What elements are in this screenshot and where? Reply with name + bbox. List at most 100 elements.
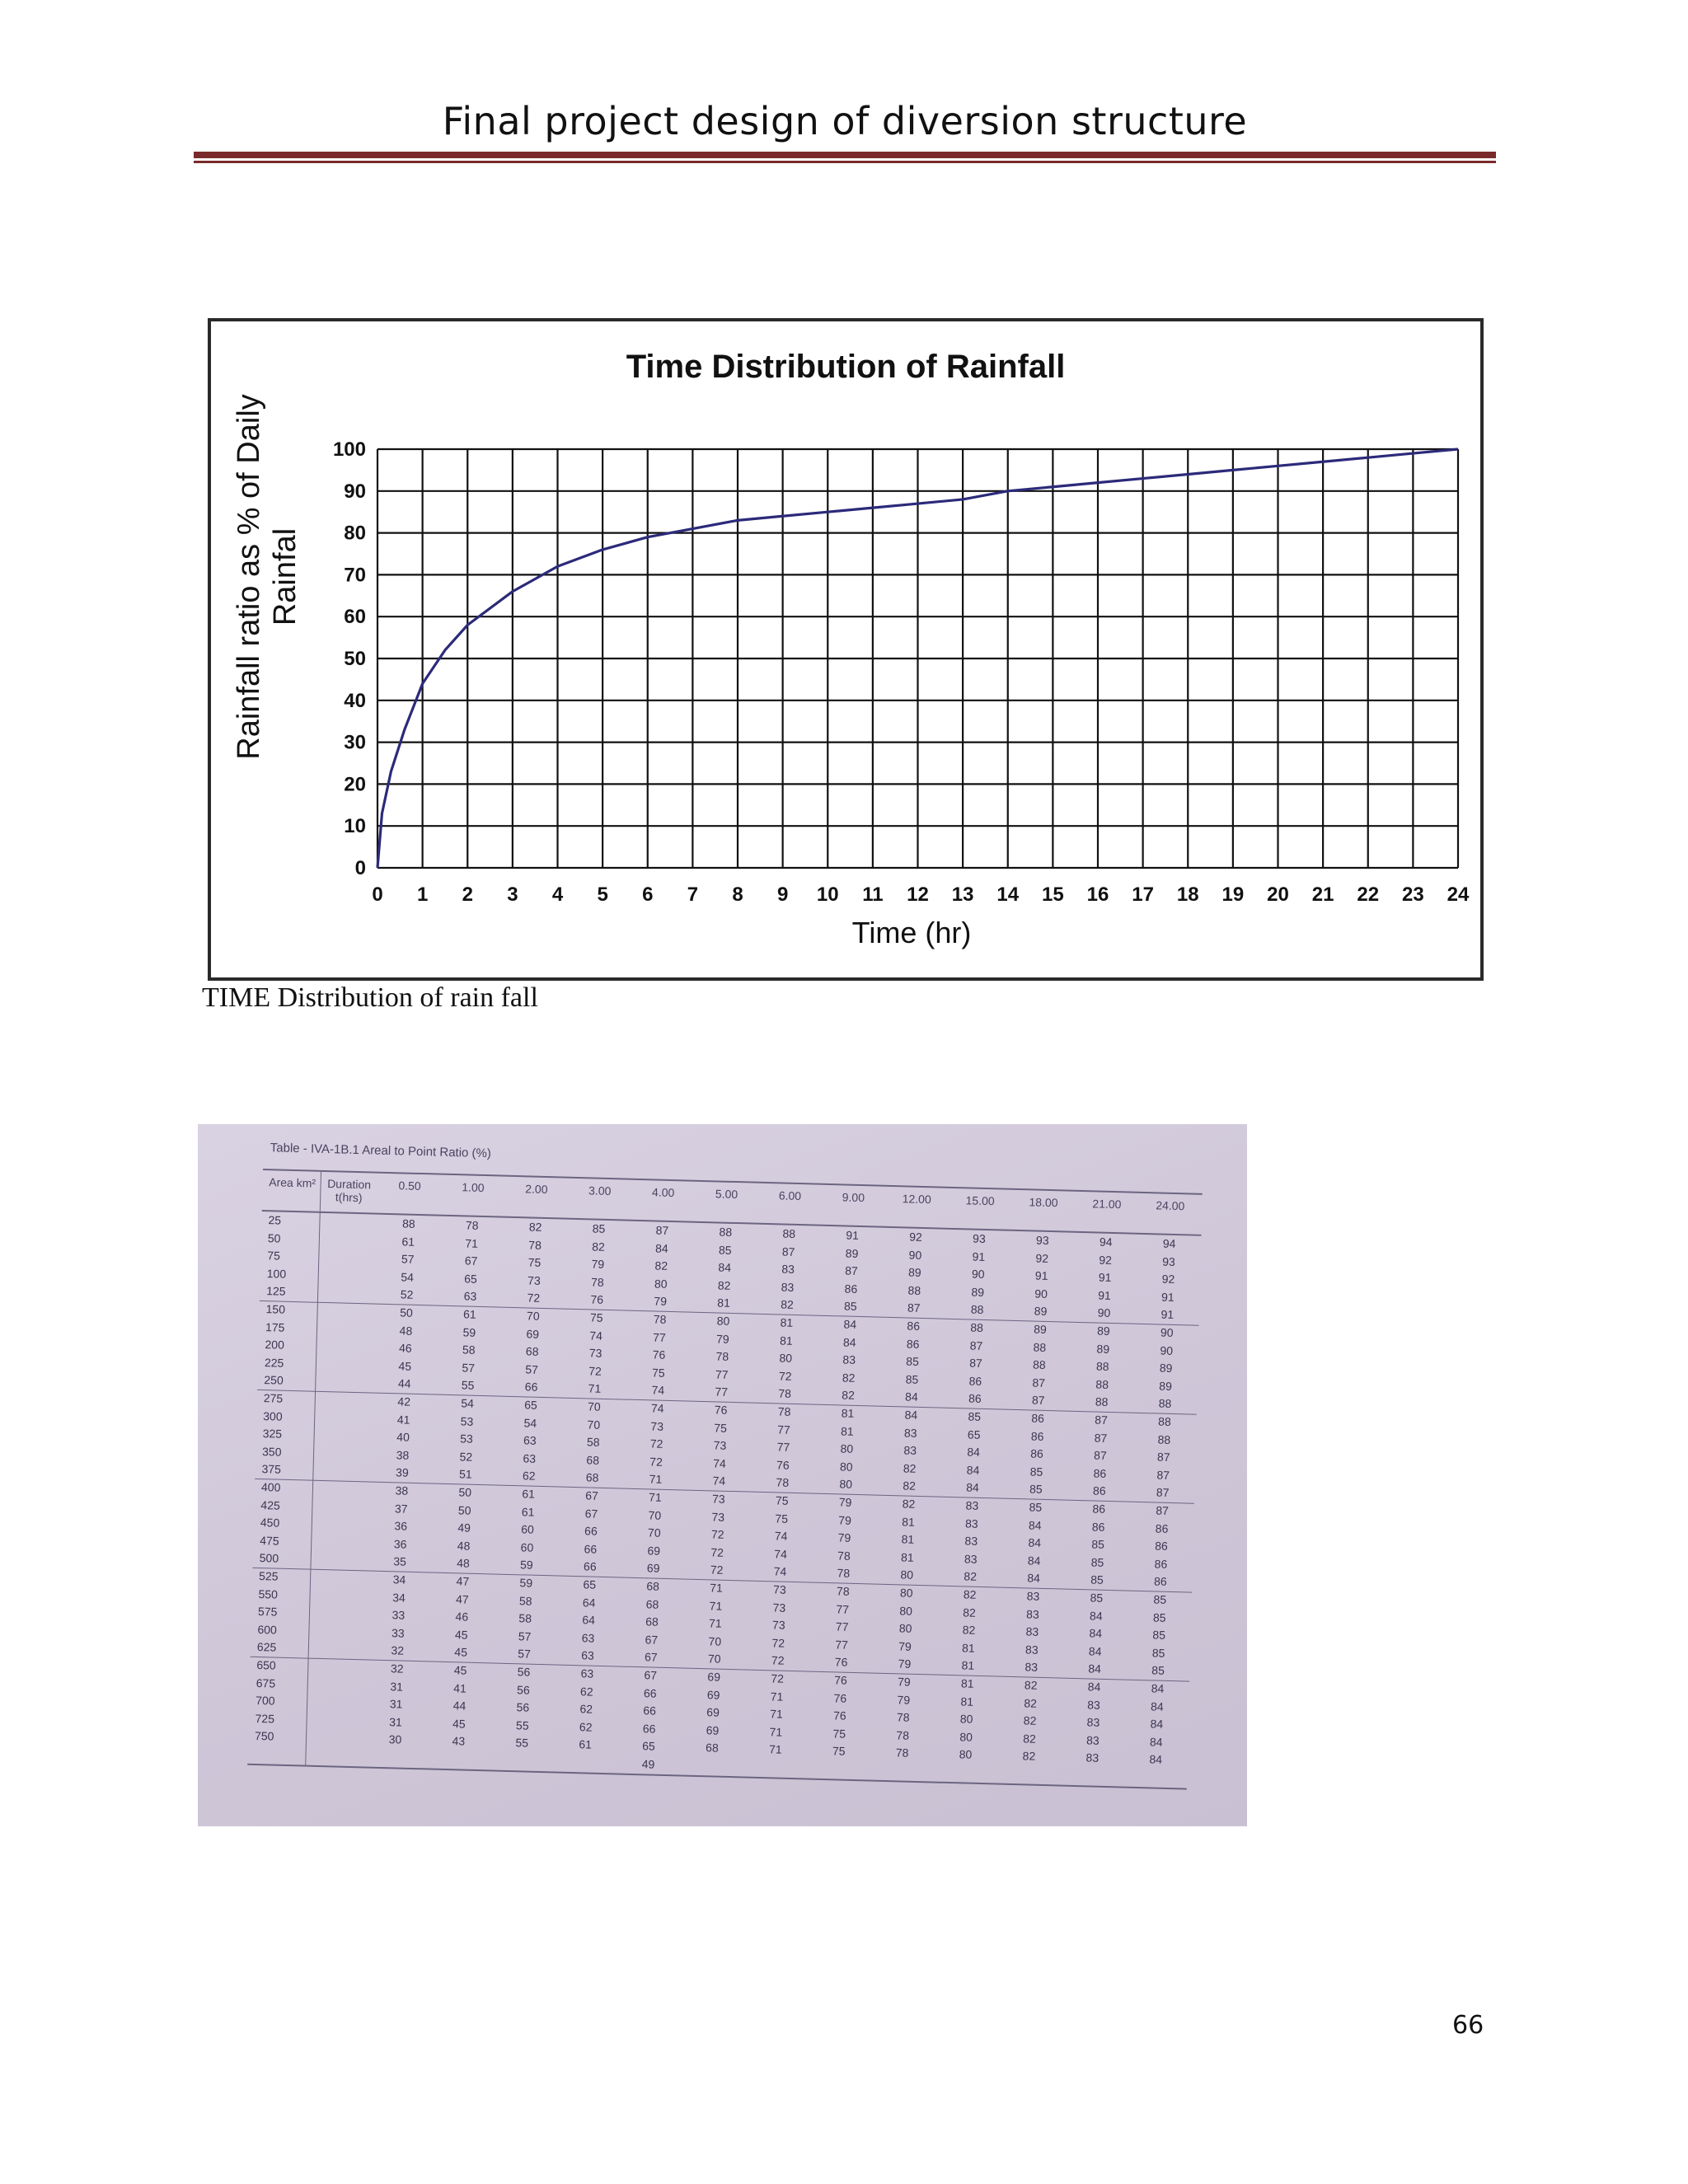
ratio-value: 85 [1151,1646,1165,1660]
ratio-value: 88 [1157,1432,1171,1446]
y-tick-label: 60 [344,606,366,628]
area-value: 450 [260,1516,280,1530]
x-axis-label: Time (hr) [852,916,972,949]
ratio-value: 62 [522,1469,536,1483]
ratio-value: 68 [585,1470,599,1485]
ratio-value: 50 [400,1305,414,1319]
header-rule-thick [194,152,1496,158]
header-duration-value: 24.00 [1156,1198,1185,1213]
ratio-value: 82 [963,1587,977,1601]
ratio-value: 87 [845,1263,859,1278]
ratio-value: 82 [964,1569,978,1584]
ratio-value: 80 [899,1603,913,1618]
ratio-value: 86 [1154,1557,1168,1571]
ratio-value: 62 [579,1720,593,1734]
ratio-value: 46 [398,1341,412,1355]
area-value: 350 [261,1444,282,1459]
ratio-value: 68 [645,1615,659,1629]
x-tick-label: 9 [777,883,788,906]
ratio-value: 81 [717,1296,731,1310]
ratio-value: 77 [777,1422,791,1436]
ratio-value: 58 [518,1611,532,1625]
ratio-value: 34 [392,1590,406,1605]
ratio-value: 83 [1025,1607,1039,1621]
ratio-value: 88 [401,1216,415,1230]
ratio-value: 91 [1098,1270,1112,1285]
area-value: 150 [265,1302,286,1316]
ratio-value: 49 [457,1521,471,1535]
ratio-value: 91 [1034,1268,1048,1283]
chart-title: Time Distribution of Rainfall [626,349,1066,385]
ratio-value: 81 [841,1406,855,1420]
area-value: 725 [255,1711,275,1726]
table-title: Table - IVA-1B.1 Areal to Point Ratio (%… [270,1141,492,1161]
header-duration-value: 1.00 [462,1180,485,1195]
ratio-value: 56 [517,1665,531,1679]
area-value: 650 [256,1657,276,1672]
ratio-value: 74 [713,1456,726,1470]
ratio-value: 70 [526,1309,540,1323]
ratio-value: 78 [896,1728,910,1742]
ratio-value: 47 [455,1591,469,1606]
ratio-value: 86 [1092,1483,1106,1498]
ratio-value: 89 [1159,1379,1173,1393]
ratio-value: 38 [396,1448,410,1462]
ratio-value: 57 [462,1361,476,1375]
ratio-value: 63 [523,1451,537,1465]
ratio-value: 84 [1087,1680,1101,1694]
ratio-value: 80 [839,1477,853,1492]
ratio-value: 57 [525,1362,539,1376]
ratio-value: 84 [904,1408,918,1422]
ratio-value: 87 [968,1356,982,1371]
ratio-value: 88 [907,1283,921,1297]
ratio-value: 44 [452,1699,467,1713]
ratio-value: 45 [398,1359,412,1373]
ratio-value: 48 [457,1539,471,1553]
ratio-value: 61 [579,1737,593,1752]
chart-grid [376,448,1460,869]
ratio-value: 65 [524,1398,538,1412]
ratio-value: 78 [896,1710,910,1724]
area-value: 275 [263,1391,284,1405]
ratio-value: 66 [524,1380,538,1394]
area-value: 50 [267,1230,281,1245]
ratio-value: 72 [527,1291,541,1305]
ratio-value: 87 [969,1338,983,1352]
ratio-value: 39 [395,1465,409,1480]
ratio-value: 69 [647,1544,661,1558]
ratio-value: 78 [653,1312,667,1326]
ratio-value: 87 [1032,1376,1046,1390]
ratio-value: 84 [1151,1681,1165,1695]
page-number: 66 [1452,2011,1484,2040]
ratio-value: 59 [519,1576,533,1590]
ratio-value: 89 [971,1285,985,1299]
ratio-value: 83 [964,1516,978,1530]
y-tick-label: 10 [344,815,366,837]
ratio-value: 73 [527,1273,541,1287]
ratio-value: 88 [1095,1377,1109,1391]
area-value: 225 [264,1355,284,1370]
ratio-value: 83 [965,1498,979,1512]
ratio-value: 81 [840,1424,854,1438]
ratio-value: 71 [708,1616,722,1630]
ratio-value: 91 [846,1228,860,1242]
chart-ticks: 0 1 2 3 4 5 6 7 8 9 10 11 12 13 14 15 16 17 18 19 20 21 22 23 24… [333,438,1470,906]
ratio-value: 85 [1091,1537,1105,1552]
ratio-value: 54 [523,1415,537,1430]
ratio-value: 67 [645,1633,659,1647]
ratio-value: 82 [963,1605,977,1619]
ratio-value: 67 [644,1650,658,1665]
ratio-value: 85 [1153,1592,1167,1606]
header-duration-value: 18.00 [1029,1195,1058,1210]
ratio-value: 92 [1099,1253,1113,1267]
ratio-value: 77 [715,1367,729,1381]
ratio-value: 84 [1028,1518,1042,1532]
ratio-value: 75 [832,1727,846,1741]
header-duration-value: 3.00 [588,1183,612,1198]
header-area: Area km² [269,1175,316,1190]
ratio-value: 76 [834,1655,848,1670]
ratio-value: 74 [773,1564,787,1579]
ratio-value: 71 [588,1381,602,1396]
ratio-value: 62 [579,1702,593,1716]
ratio-value: 33 [391,1626,405,1640]
